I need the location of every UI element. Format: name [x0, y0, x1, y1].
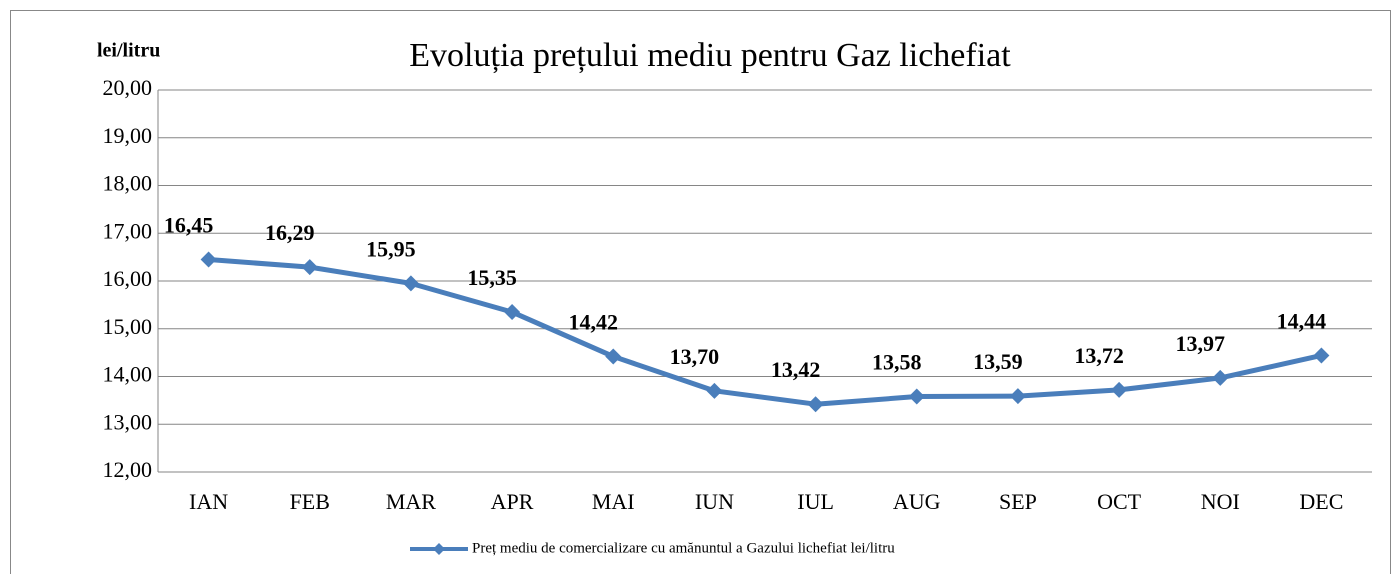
data-label: 13,42 [771, 357, 821, 382]
data-label: 15,95 [366, 236, 416, 261]
x-tick-label: IUL [797, 489, 834, 514]
data-label: 13,58 [872, 350, 922, 375]
x-tick-label: APR [491, 489, 534, 514]
data-label: 16,45 [164, 213, 214, 238]
data-label: 13,97 [1176, 331, 1226, 356]
x-tick-label: MAR [386, 489, 436, 514]
y-axis-label: lei/litru [97, 40, 160, 62]
y-tick-label: 18,00 [103, 171, 153, 196]
x-tick-label: IUN [695, 489, 734, 514]
data-point [200, 251, 217, 268]
y-tick-label: 12,00 [103, 457, 153, 482]
x-tick-label: MAI [592, 489, 635, 514]
data-point [807, 396, 824, 413]
x-tick-label: IAN [189, 489, 228, 514]
x-tick-label: DEC [1299, 489, 1343, 514]
x-tick-label: FEB [290, 489, 330, 514]
data-label: 13,70 [670, 344, 720, 369]
data-point [1111, 381, 1128, 398]
legend-label: Preț mediu de comercializare cu amănuntu… [472, 540, 895, 556]
data-point [504, 304, 521, 321]
data-point [1313, 347, 1330, 364]
data-point [1009, 388, 1026, 405]
data-label: 16,29 [265, 220, 315, 245]
y-tick-label: 15,00 [103, 314, 153, 339]
x-tick-label: NOI [1201, 489, 1240, 514]
data-point [301, 259, 318, 276]
y-tick-label: 14,00 [103, 362, 153, 387]
y-tick-label: 16,00 [103, 266, 153, 291]
x-tick-label: OCT [1097, 489, 1142, 514]
data-label: 14,44 [1277, 309, 1327, 334]
data-label: 14,42 [569, 309, 619, 334]
data-point [706, 382, 723, 399]
legend-marker [433, 543, 445, 555]
data-point [605, 348, 622, 365]
data-label: 15,35 [467, 265, 517, 290]
chart-frame [10, 10, 1391, 574]
x-tick-label: SEP [999, 489, 1037, 514]
x-tick-label: AUG [893, 489, 941, 514]
data-label: 13,72 [1074, 343, 1124, 368]
y-tick-label: 19,00 [103, 123, 153, 148]
data-point [908, 388, 925, 405]
series-line [208, 257, 1322, 407]
chart-title: Evoluția prețului mediu pentru Gaz liche… [409, 37, 1011, 74]
y-tick-label: 17,00 [103, 218, 153, 243]
data-point [1212, 369, 1229, 386]
y-tick-label: 20,00 [103, 75, 153, 100]
data-point [402, 275, 419, 292]
data-label: 13,59 [973, 349, 1023, 374]
y-tick-label: 13,00 [103, 409, 153, 434]
